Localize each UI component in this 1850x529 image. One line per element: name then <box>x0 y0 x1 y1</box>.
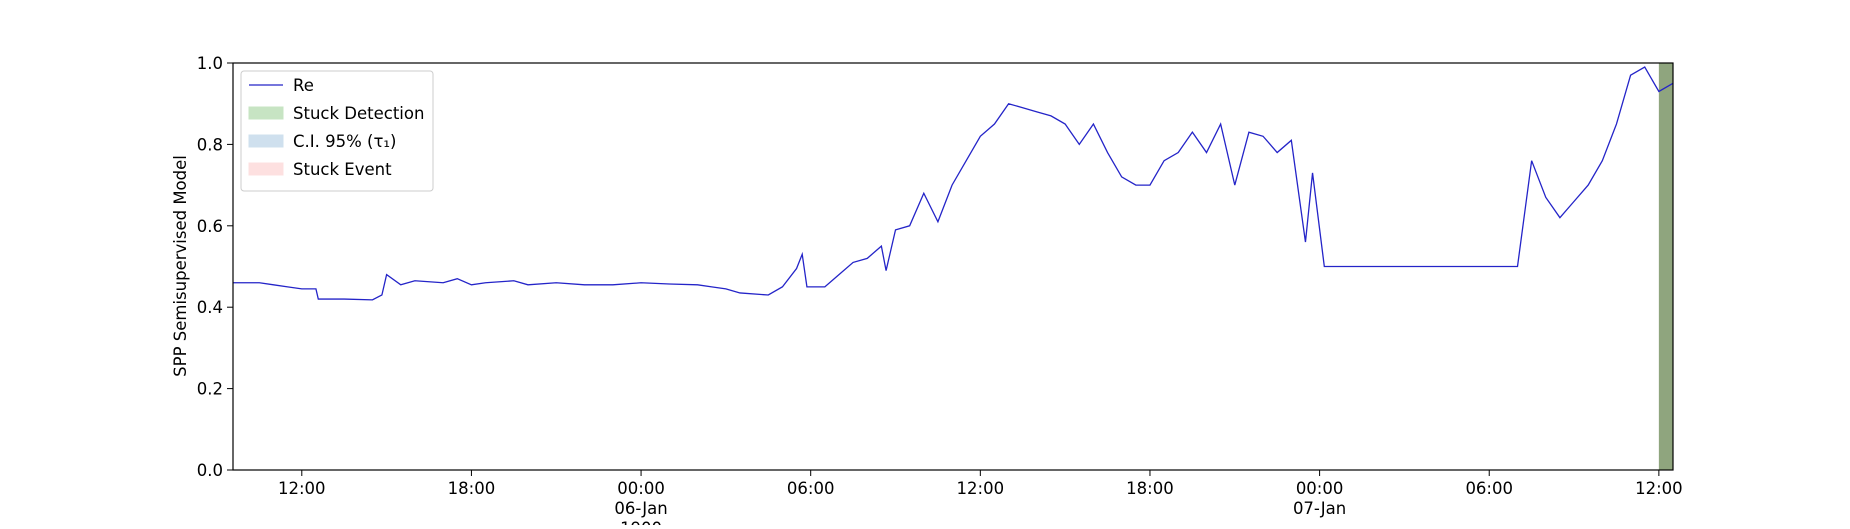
x-tick-label-line: 00:00 <box>1296 479 1344 498</box>
x-tick-label: 12:00 <box>957 479 1005 498</box>
legend-patch <box>248 162 284 176</box>
x-tick-label: 06:00 <box>1465 479 1513 498</box>
legend-label: Stuck Detection <box>293 104 424 123</box>
x-tick-label-line: 1900 <box>620 519 662 525</box>
x-tick-label: 12:00 <box>1635 479 1683 498</box>
y-tick-label: 0.8 <box>197 135 223 154</box>
y-tick-label: 0.6 <box>197 217 223 236</box>
x-tick-label-line: 06:00 <box>1465 479 1513 498</box>
legend-patch <box>248 134 284 148</box>
x-tick-label-line: 06-Jan <box>614 499 667 518</box>
legend-label: Stuck Event <box>293 160 392 179</box>
x-tick-label: 00:00 07-Jan <box>1293 479 1346 518</box>
x-tick-label-line: 18:00 <box>448 479 496 498</box>
y-tick-label: 0.4 <box>197 298 223 317</box>
x-tick-label-line: 07-Jan <box>1293 499 1346 518</box>
x-tick-label: 18:00 <box>1126 479 1174 498</box>
x-tick-label: 12:00 <box>278 479 326 498</box>
y-tick-label: 1.0 <box>197 54 223 73</box>
x-tick-label-line: 12:00 <box>278 479 326 498</box>
x-tick-label-line: 18:00 <box>1126 479 1174 498</box>
legend-box <box>240 70 434 192</box>
x-tick-label-line: 12:00 <box>1635 479 1683 498</box>
y-axis-label: SPP Semisupervised Model <box>171 155 190 377</box>
legend-label: C.I. 95% (τ₁) <box>293 132 396 151</box>
y-tick-label: 0.2 <box>197 380 223 399</box>
x-tick-label-line: 06:00 <box>787 479 835 498</box>
x-tick-label: 18:00 <box>448 479 496 498</box>
x-tick-label-line: 00:00 <box>617 479 665 498</box>
legend-label: Re <box>293 76 314 95</box>
x-tick-label: 06:00 <box>787 479 835 498</box>
y-tick-label: 0.0 <box>197 461 223 480</box>
legend-patch <box>248 106 284 120</box>
plot-frame <box>232 62 1674 471</box>
x-tick-label-line: 12:00 <box>957 479 1005 498</box>
data-line <box>233 66 1674 301</box>
stuck-span <box>1658 63 1673 470</box>
